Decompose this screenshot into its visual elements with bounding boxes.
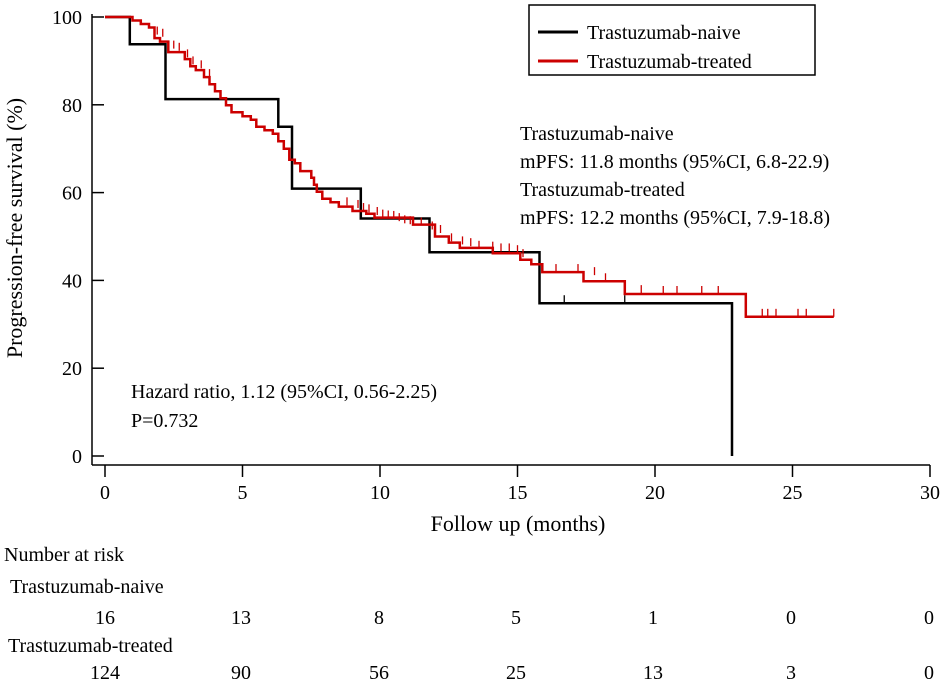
y-tick-label: 40	[62, 270, 82, 292]
x-ticks: 0 5 10 15 20 25 30	[100, 465, 940, 504]
annotation-treated-label: Trastuzumab-treated	[520, 179, 685, 201]
y-tick-label: 0	[72, 446, 82, 468]
y-axis-label: Progression-free survival (%)	[2, 98, 27, 358]
curve-naive	[105, 15, 734, 456]
y-tick-label: 80	[62, 95, 82, 117]
x-tick-label: 15	[508, 482, 528, 504]
x-tick-label: 10	[370, 482, 390, 504]
risk-value: 90	[231, 662, 251, 683]
risk-value: 0	[924, 662, 934, 683]
y-tick-label: 20	[62, 358, 82, 380]
x-tick-label: 25	[783, 482, 803, 504]
risk-value: 0	[924, 607, 934, 629]
risk-value: 3	[786, 662, 796, 683]
risk-value: 13	[643, 662, 663, 683]
annotation-naive-label: Trastuzumab-naive	[520, 123, 674, 145]
legend: Trastuzumab-naive Trastuzumab-treated	[528, 4, 816, 76]
risk-row-label-treated: Trastuzumab-treated	[8, 635, 173, 657]
x-axis-label: Follow up (months)	[431, 511, 606, 536]
axes	[91, 14, 930, 466]
risk-value: 56	[369, 662, 389, 683]
y-ticks: 0 20 40 60 80 100	[52, 7, 104, 468]
stats-annotations: Hazard ratio, 1.12 (95%CI, 0.56-2.25) P=…	[131, 381, 437, 432]
curve-treated	[105, 15, 834, 319]
risk-value: 1	[648, 607, 658, 629]
legend-label-treated: Trastuzumab-treated	[587, 51, 752, 73]
risk-value: 25	[506, 662, 526, 683]
legend-label-naive: Trastuzumab-naive	[587, 22, 741, 44]
risk-value: 16	[95, 607, 115, 629]
x-tick-label: 20	[645, 482, 665, 504]
risk-row-label-naive: Trastuzumab-naive	[10, 576, 164, 598]
x-tick-label: 5	[238, 482, 248, 504]
annotation-treated-mpfs: mPFS: 12.2 months (95%CI, 7.9-18.8)	[520, 207, 830, 229]
survival-curves	[105, 15, 835, 456]
risk-values: 16 13 8 5 1 0 0 124 90 56 25 13 3 0	[90, 607, 934, 683]
risk-value: 8	[374, 607, 384, 629]
p-value-text: P=0.732	[131, 410, 198, 432]
y-tick-label: 100	[52, 7, 82, 29]
legend-box	[528, 4, 816, 76]
annotation-naive-mpfs: mPFS: 11.8 months (95%CI, 6.8-22.9)	[520, 151, 829, 173]
x-tick-label: 0	[100, 482, 110, 504]
risk-table-title: Number at risk	[4, 544, 124, 566]
risk-value: 5	[511, 607, 521, 629]
risk-value: 124	[90, 662, 120, 683]
x-tick-label: 30	[920, 482, 940, 504]
risk-value: 13	[231, 607, 251, 629]
mpfs-annotations: Trastuzumab-naive mPFS: 11.8 months (95%…	[520, 123, 830, 229]
hazard-ratio-text: Hazard ratio, 1.12 (95%CI, 0.56-2.25)	[131, 381, 437, 403]
y-tick-label: 60	[62, 183, 82, 205]
risk-table: Number at risk Trastuzumab-naive Trastuz…	[4, 544, 934, 683]
risk-value: 0	[786, 607, 796, 629]
